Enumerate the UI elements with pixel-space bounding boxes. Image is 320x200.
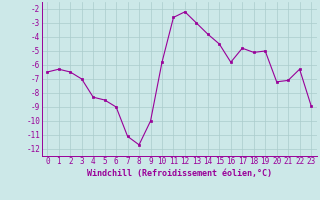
X-axis label: Windchill (Refroidissement éolien,°C): Windchill (Refroidissement éolien,°C) (87, 169, 272, 178)
